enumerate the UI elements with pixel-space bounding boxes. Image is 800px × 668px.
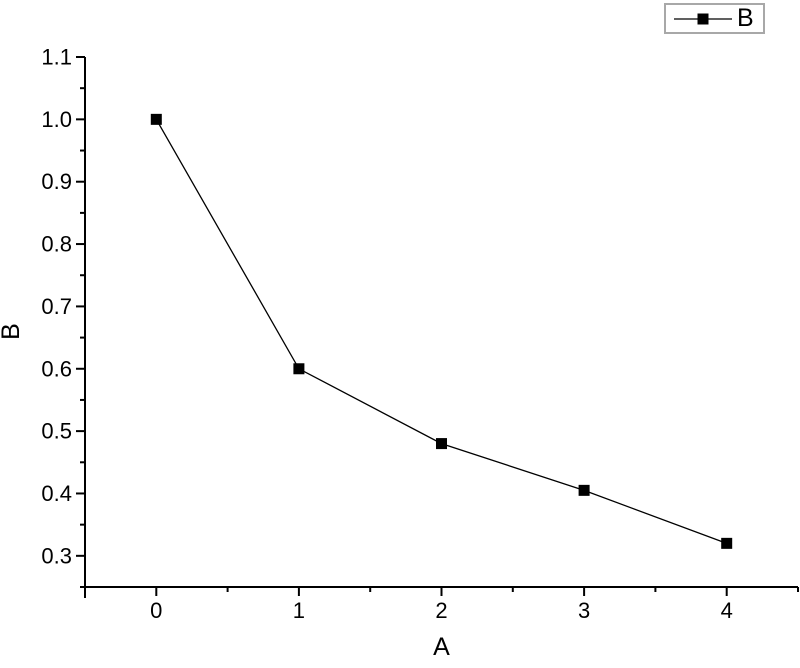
data-line	[155, 119, 727, 544]
y-tick-label: 1.1	[41, 45, 72, 70]
data-point-marker	[721, 537, 733, 549]
y-tick-label: 0.6	[41, 356, 72, 381]
x-tick-label: 3	[578, 598, 590, 623]
legend-label: B	[737, 4, 754, 32]
y-tick-label: 1.0	[41, 107, 72, 132]
y-tick-label: 0.8	[41, 232, 72, 257]
y-tick-label: 0.7	[41, 294, 72, 319]
legend-key-icon	[674, 13, 732, 24]
y-tick-label: 0.5	[41, 419, 72, 444]
data-point-marker	[293, 363, 305, 375]
legend: B	[664, 3, 765, 34]
x-tick-label: 4	[721, 598, 733, 623]
data-point-marker	[436, 438, 447, 450]
y-tick-label: 0.9	[41, 169, 72, 194]
data-point-marker	[150, 113, 162, 125]
y-tick-label: 0.4	[41, 481, 72, 506]
x-tick-label: 2	[435, 598, 447, 623]
y-axis-title: B	[0, 323, 26, 340]
data-point-marker	[578, 484, 590, 496]
x-tick-label: 1	[293, 598, 305, 623]
x-axis-title: A	[433, 633, 450, 661]
x-tick-label: 0	[150, 598, 162, 623]
y-tick-label: 0.3	[41, 543, 72, 568]
